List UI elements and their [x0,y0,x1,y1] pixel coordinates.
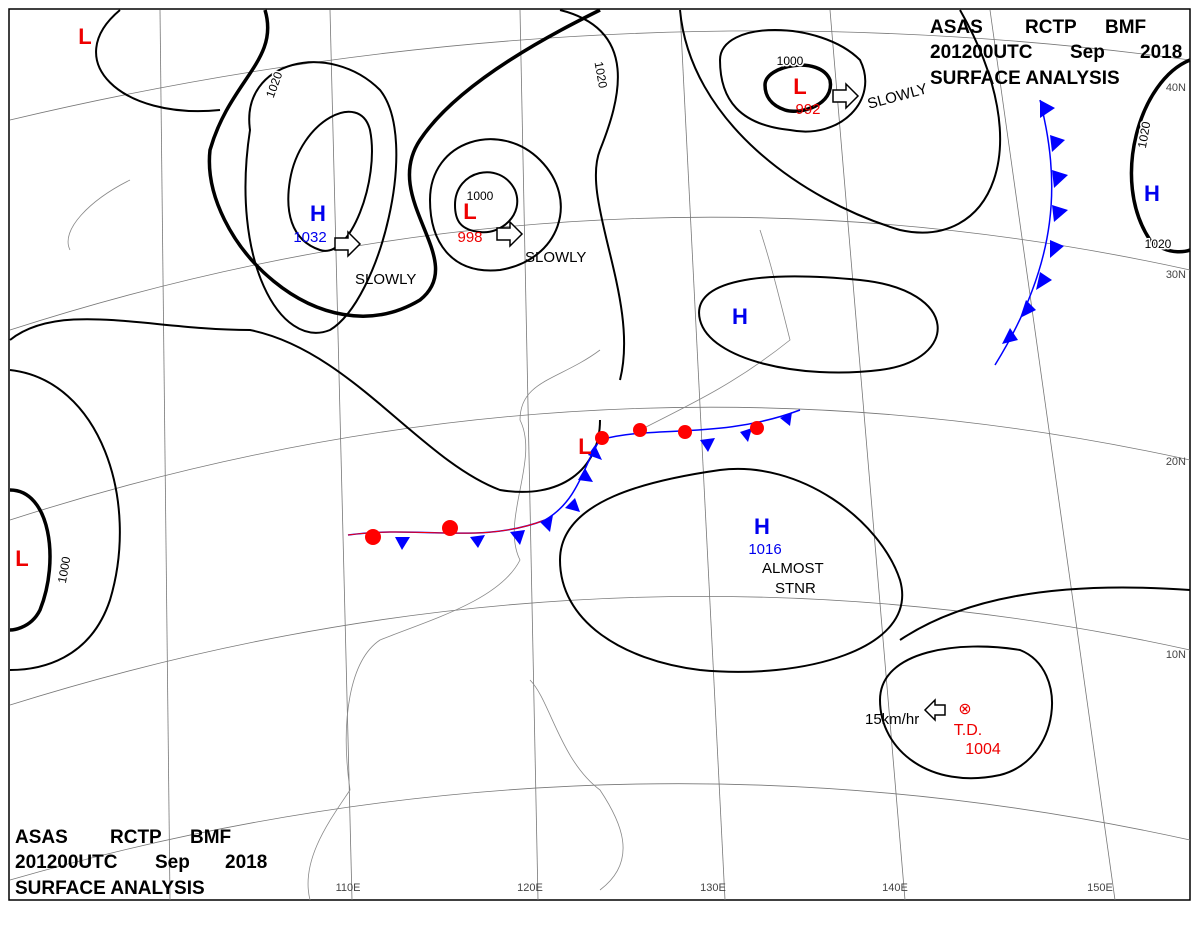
td-label: T.D. [954,722,982,739]
motion-label: SLOWLY [525,249,586,266]
header-word: ASAS [930,17,983,38]
system-label: L [578,434,591,459]
isobar-label: 1000 [55,555,73,584]
longitude-label: 110E [336,882,361,894]
system-label: H [1144,181,1160,206]
map-frame [8,8,1191,901]
header-word: ASAS [15,827,68,848]
isobar-label: 1000 [777,54,804,68]
longitude-label: 140E [882,882,908,894]
graticule [9,9,1191,901]
system-label: L [78,24,91,49]
header-word: BMF [190,827,231,848]
longitude-label: 120E [517,882,543,894]
isobar-label: 1020 [1135,120,1153,149]
system-pressure: 998 [457,229,482,246]
latitude-label: 30N [1166,269,1186,281]
fronts [347,99,1068,550]
motion-label: ALMOST [762,560,824,577]
system-pressure: 1016 [748,541,781,558]
system-pressure: 1032 [293,229,326,246]
isobar-label: 1000 [467,189,494,203]
latitude-label: 40N [1166,82,1186,94]
header-time: 2018 [225,852,267,873]
td-symbol: ⊗ [958,701,971,718]
header-word: RCTP [1025,17,1077,38]
coastlines [67,179,791,901]
header-title: SURFACE ANALYSIS [930,68,1120,89]
td-pressure: 1004 [965,741,1001,758]
system-label: H [310,201,326,226]
latitude-label: 10N [1166,649,1186,661]
header-time: 201200UTC [930,42,1033,63]
longitude-label: 150E [1087,882,1113,894]
isobars [9,8,1191,780]
motion-label: STNR [775,580,816,597]
system-pressure: 992 [795,101,820,118]
system-label: L [15,546,28,571]
system-label: H [732,304,748,329]
header-word: BMF [1105,17,1146,38]
header-time: 2018 [1140,42,1182,63]
header-time: Sep [1070,42,1105,63]
labels: ASAS RCTP BMF 201200UTC Sep 2018 SURFACE ANALY… [15,17,1186,899]
system-label: L [793,74,806,99]
longitude-label: 130E [700,882,726,894]
header-title: SURFACE ANALYSIS [15,878,205,899]
header-time: Sep [155,852,190,873]
system-label: L [463,199,476,224]
system-label: H [754,514,770,539]
header-word: RCTP [110,827,162,848]
motion-arrows [334,82,946,722]
motion-label: SLOWLY [355,271,416,288]
isobar-label: 1020 [1145,237,1172,251]
isobar-label: 1020 [592,60,610,89]
latitude-label: 20N [1166,456,1186,468]
motion-label: 15km/hr [865,711,919,728]
header-time: 201200UTC [15,852,118,873]
